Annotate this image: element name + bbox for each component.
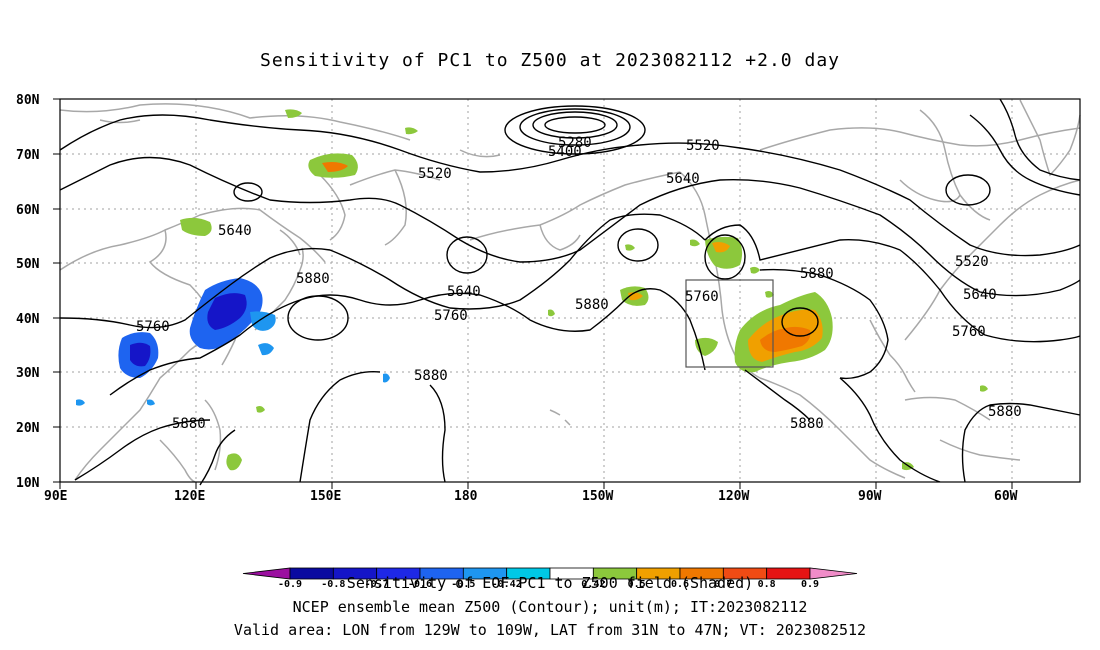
valid-area-box [685,279,774,368]
colorbar-tick-label: 0.42 [581,579,605,590]
lat-label-60n: 60N [16,203,40,218]
plot-frame [59,98,1081,483]
contour-label-5640-a: 5640 [218,223,252,239]
contour-label-5640-c: 5640 [666,171,700,187]
map-title: Sensitivity of PC1 to Z500 at 2023082112… [259,50,840,71]
map-figure: 5280 5400 5520 5520 5520 5640 5640 5640 … [16,93,1081,504]
colorbar-tick-label: -0.9 [278,579,302,590]
colorbar-tick-labels: -0.9 -0.8 -0.7 -0.6 -0.5 -0.42 0.42 0.5 0.6 0.7 0.… [278,579,819,590]
lon-label-120e: 120E [174,489,205,504]
positive-region-alaska-core [712,242,730,253]
colorbar-tick-label: 0.5 [628,579,646,590]
contour-label-5880-g: 5880 [988,404,1022,420]
negative-region-korea-core [207,293,247,330]
positive-region-bc [690,239,700,247]
latitude-labels: 80N 70N 60N 50N 40N 30N 20N 10N [16,93,40,491]
negative-region-small-4 [147,399,155,406]
positive-region-arctic-2 [405,127,418,135]
lat-label-40n: 40N [16,312,40,327]
contour-label-5880-c: 5880 [800,266,834,282]
contour-label-5880-e: 5880 [172,416,206,432]
lat-label-10n: 10N [16,476,40,491]
negative-region-small-1 [258,343,274,356]
negative-region-japan [250,311,276,331]
lat-label-50n: 50N [16,257,40,272]
lon-label-180: 180 [454,489,478,504]
negative-region-small-2 [383,373,390,383]
colorbar-tick-label: -0.7 [365,579,389,590]
colorbar-tick-label: 0.7 [714,579,732,590]
positive-region-bering [625,244,635,251]
contour-label-5520-a: 5520 [418,166,452,182]
positive-region-west-siberia [180,217,212,236]
positive-region-arctic-1 [285,109,302,118]
positive-region-small-c [256,406,265,413]
positive-region-small-b [226,453,242,471]
positive-region-small-f [765,291,774,298]
z500-contours [59,98,1081,486]
lon-label-60w: 60W [994,489,1018,504]
colorbar-tick-label: -0.42 [492,579,522,590]
contour-label-5520-c: 5520 [955,254,989,270]
longitude-labels: 90E 120E 150E 180 150W 120W 90W 60W [44,489,1018,504]
colorbar-tick-label: -0.6 [408,579,432,590]
positive-region-small-a [548,309,555,317]
lat-label-70n: 70N [16,148,40,163]
colorbar-title: Sensitivity of EOF PC1 to Z500 field (Sh… [346,574,754,592]
tick-marks [53,98,1013,489]
contour-label-5400: 5400 [548,144,582,160]
contour-label-5520-b: 5520 [686,138,720,154]
colorbar-cells [242,567,858,580]
contour-label-5760-c: 5760 [685,289,719,305]
contour-label-5880-a: 5880 [296,271,330,287]
lat-label-20n: 20N [16,421,40,436]
negative-region-small-3 [76,399,85,406]
negative-region-china-core [130,342,151,367]
positive-region-small-e [980,385,988,392]
contour-labels: 5280 5400 5520 5520 5520 5640 5640 5640 … [136,135,1022,432]
lat-label-80n: 80N [16,93,40,108]
lon-label-90e: 90E [44,489,67,504]
lon-label-90w: 90W [858,489,882,504]
positive-region-us-north [750,266,760,274]
caption-contour-info: NCEP ensemble mean Z500 (Contour); unit(… [292,598,808,616]
lon-label-120w: 120W [718,489,749,504]
colorbar-arrow-right [809,567,858,580]
colorbar-tick-label: 0.8 [758,579,776,590]
lon-label-150e: 150E [310,489,341,504]
contour-label-5640-d: 5640 [963,287,997,303]
lon-label-150w: 150W [582,489,613,504]
lat-label-30n: 30N [16,366,40,381]
sensitivity-shading [76,109,988,471]
contour-label-5880-d: 5880 [414,368,448,384]
contour-label-5760-b: 5760 [434,308,468,324]
colorbar-tick-label: 0.9 [801,579,819,590]
colorbar-tick-label: -0.5 [451,579,475,590]
contour-label-5760-d: 5760 [952,324,986,340]
caption-valid-area: Valid area: LON from 129W to 109W, LAT f… [233,621,867,639]
contour-label-5760-a: 5760 [136,319,170,335]
contour-label-5880-b: 5880 [575,297,609,313]
colorbar-tick-label: 0.6 [671,579,689,590]
colorbar: -0.9 -0.8 -0.7 -0.6 -0.5 -0.42 0.42 0.5 0.6 0.7 0.… [242,567,858,590]
contour-label-5880-f: 5880 [790,416,824,432]
positive-region-siberia-core [322,162,348,172]
contour-label-5640-b: 5640 [447,284,481,300]
contour-label-5280: 5280 [558,135,592,151]
colorbar-tick-label: -0.8 [321,579,345,590]
